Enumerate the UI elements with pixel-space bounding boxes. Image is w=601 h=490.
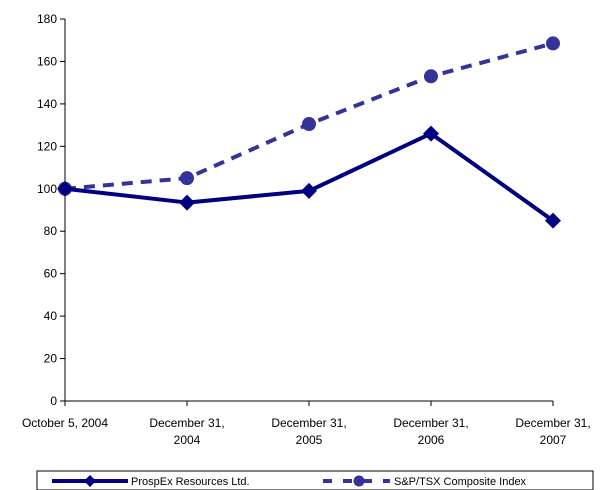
data-point-diamond — [179, 194, 195, 211]
x-tick-label-line: 2007 — [540, 433, 567, 447]
x-tick-label: December 31, 2004 — [149, 416, 224, 447]
y-tick-label: 160 — [37, 54, 57, 68]
x-tick-label-line: 2005 — [296, 433, 323, 447]
legend-box — [36, 470, 594, 490]
x-tick-label-line: December 31, — [515, 416, 590, 430]
legend-swatch-circle — [353, 475, 365, 487]
data-point-diamond — [301, 182, 317, 199]
y-tick-label: 120 — [37, 139, 57, 153]
legend-swatch-diamond — [84, 475, 96, 487]
x-tick-label: December 31, 2007 — [515, 416, 590, 447]
data-point-circle — [546, 36, 560, 51]
series-layer — [57, 36, 561, 229]
y-tick-label: 40 — [44, 309, 58, 323]
x-tick-label-line: December 31, — [271, 416, 346, 430]
data-point-diamond — [545, 212, 561, 229]
x-tick-label-line: December 31, — [393, 416, 468, 430]
x-axis: October 5, 2004 December 31, 2004December … — [22, 400, 591, 447]
series-line-prospex — [64, 131, 555, 223]
legend-label: S&P/TSX Composite Index — [394, 476, 527, 488]
data-point-diamond — [57, 180, 73, 197]
y-tick-label: 60 — [44, 267, 58, 281]
x-tick-label-line: October 5, 2004 — [22, 416, 108, 430]
x-tick-label: December 31, 2006 — [393, 416, 468, 447]
x-tick-label-line: 2006 — [418, 433, 445, 447]
data-point-diamond — [423, 125, 439, 142]
legend-label: ProspEx Resources Ltd. — [131, 476, 250, 488]
y-tick-label: 100 — [37, 182, 57, 196]
x-tick-label: December 31, 2005 — [271, 416, 346, 447]
legend: ProspEx Resources Ltd. S&P/TSX Composite … — [36, 470, 594, 490]
data-point-circle — [302, 117, 316, 132]
x-tick-label-line: December 31, — [149, 416, 224, 430]
x-tick-label-line: 2004 — [174, 433, 201, 447]
y-tick-label: 80 — [44, 224, 58, 238]
y-axis: 0 20 40 60 80 100 120 140 160 180 — [37, 12, 66, 408]
data-point-circle — [424, 69, 438, 84]
y-tick-label: 20 — [44, 352, 58, 366]
data-point-circle — [180, 171, 194, 186]
x-tick-label: October 5, 2004 — [22, 416, 108, 430]
y-tick-label: 180 — [37, 12, 57, 26]
y-tick-label: 0 — [50, 394, 57, 408]
y-tick-label: 140 — [37, 97, 57, 111]
